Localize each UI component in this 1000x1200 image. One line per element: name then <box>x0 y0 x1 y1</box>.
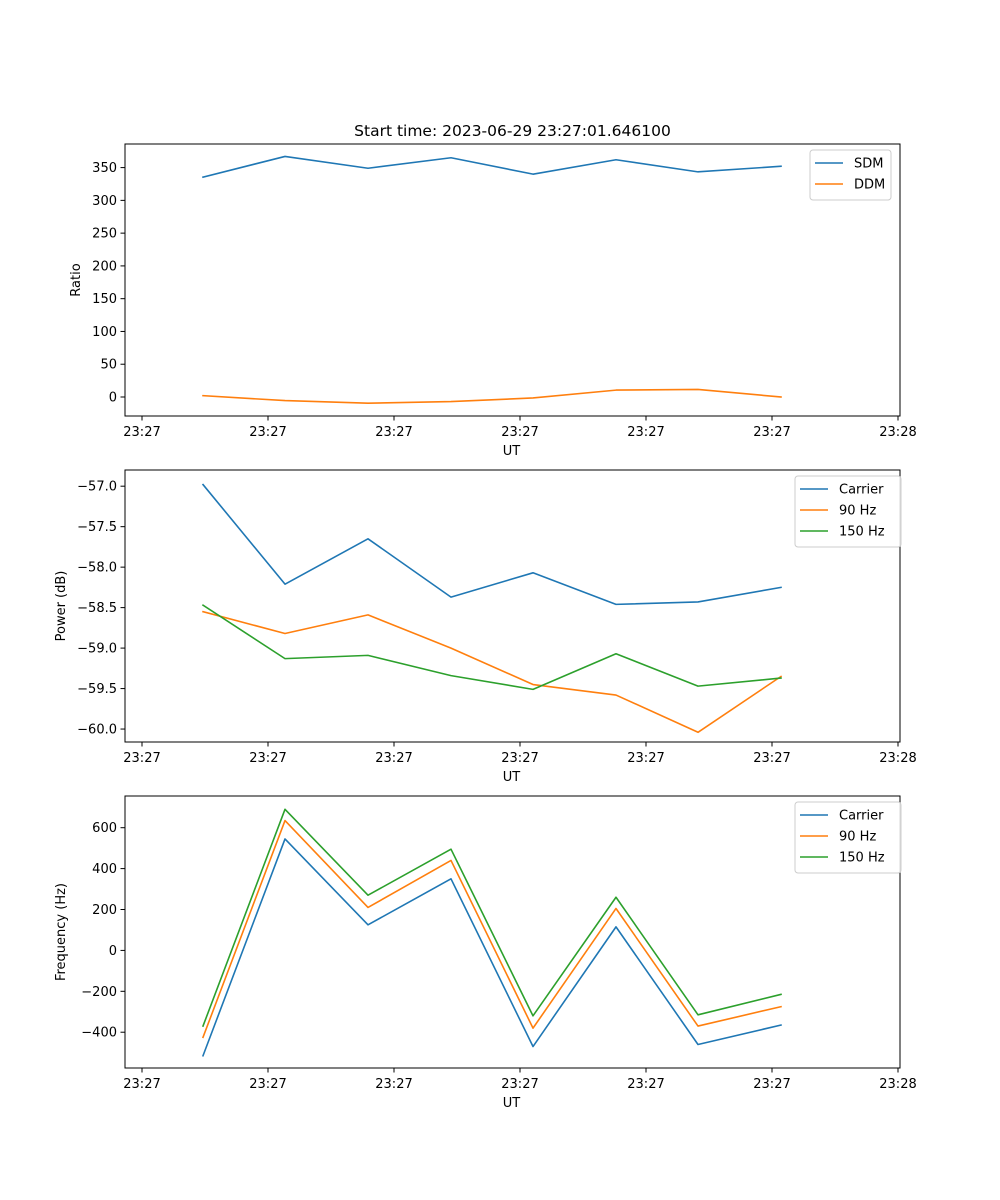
legend-label: DDM <box>854 178 885 193</box>
figure-title: Start time: 2023-06-29 23:27:01.646100 <box>354 122 671 140</box>
x-tick-label: 23:27 <box>501 425 538 440</box>
y-tick-label: −200 <box>81 985 117 1000</box>
y-tick-label: −57.0 <box>77 480 117 495</box>
series-line-90-hz <box>202 610 783 734</box>
y-axis-label: Frequency (Hz) <box>54 883 69 981</box>
y-tick-label: 100 <box>92 325 117 340</box>
y-tick-label: 300 <box>92 194 117 209</box>
series-line-carrier <box>201 838 782 1057</box>
x-tick-label: 23:27 <box>753 425 790 440</box>
y-tick-label: 0 <box>109 390 117 405</box>
plot-frame <box>124 469 901 743</box>
legend-box <box>794 475 902 548</box>
x-tick-label: 23:27 <box>249 751 286 766</box>
x-tick-label: 23:27 <box>375 751 412 766</box>
x-axis-label: UT <box>503 770 521 785</box>
x-tick-label: 23:27 <box>627 1077 664 1092</box>
x-tick-label: 23:27 <box>375 425 412 440</box>
legend-label: SDM <box>854 157 883 172</box>
y-tick-label: −59.5 <box>77 682 117 697</box>
legend-label: 150 Hz <box>839 525 885 540</box>
y-tick-label: −57.5 <box>77 520 117 535</box>
y-tick-label: −58.0 <box>77 561 117 576</box>
x-tick-label: 23:27 <box>501 1077 538 1092</box>
x-tick-label: 23:27 <box>249 1077 286 1092</box>
y-tick-label: 350 <box>92 161 117 176</box>
y-tick-label: 150 <box>92 292 117 307</box>
x-tick-label: 23:27 <box>501 751 538 766</box>
chart-panel-2: 23:27 23:27 23:27 23:27 23:27 23:27 23:28 −60.0… <box>54 469 917 785</box>
series-line-90-hz <box>201 819 782 1039</box>
legend-label: 90 Hz <box>839 830 876 845</box>
legend-box <box>794 801 902 874</box>
x-tick-label: 23:27 <box>627 751 664 766</box>
y-tick-label: 400 <box>92 862 117 877</box>
x-tick-label: 23:27 <box>375 1077 412 1092</box>
series-line-150-hz <box>201 808 782 1028</box>
y-tick-label: −400 <box>81 1026 117 1041</box>
y-tick-label: −59.0 <box>77 642 117 657</box>
x-axis-label: UT <box>503 1096 521 1111</box>
x-tick-label: 23:27 <box>123 425 160 440</box>
series-line-ddm <box>202 388 782 405</box>
legend-label: 150 Hz <box>839 851 885 866</box>
x-axis-label: UT <box>503 444 521 459</box>
x-tick-label: 23:27 <box>123 1077 160 1092</box>
y-tick-label: −58.5 <box>77 601 117 616</box>
x-tick-label: 23:27 <box>627 425 664 440</box>
legend-label: 90 Hz <box>839 504 876 519</box>
x-tick-label: 23:27 <box>123 751 160 766</box>
x-tick-label: 23:28 <box>879 751 916 766</box>
y-axis-label: Power (dB) <box>54 571 69 642</box>
y-tick-label: 600 <box>92 821 117 836</box>
y-tick-label: 200 <box>92 903 117 918</box>
y-tick-label: 50 <box>100 358 117 373</box>
y-tick-label: 0 <box>109 944 117 959</box>
legend-label: Carrier <box>839 483 884 498</box>
series-line-150-hz <box>201 604 782 691</box>
y-axis-label: Ratio <box>69 263 84 296</box>
x-tick-label: 23:28 <box>879 425 916 440</box>
legend-label: Carrier <box>839 809 884 824</box>
chart-panel-3: 23:27 23:27 23:27 23:27 23:27 23:27 23:28 −400 −… <box>54 795 917 1111</box>
x-tick-label: 23:28 <box>879 1077 916 1092</box>
series-line-carrier <box>201 483 782 606</box>
y-tick-label: 250 <box>92 227 117 242</box>
x-tick-label: 23:27 <box>249 425 286 440</box>
plot-frame <box>124 143 901 417</box>
plot-frame <box>124 795 901 1069</box>
x-tick-label: 23:27 <box>753 1077 790 1092</box>
y-tick-label: 200 <box>92 259 117 274</box>
x-tick-label: 23:27 <box>753 751 790 766</box>
series-line-sdm <box>202 155 782 179</box>
chart-panel-1: 23:27 23:27 23:27 23:27 23:27 23:27 23:28 0 50 10… <box>69 143 917 459</box>
y-tick-label: −60.0 <box>77 723 117 738</box>
